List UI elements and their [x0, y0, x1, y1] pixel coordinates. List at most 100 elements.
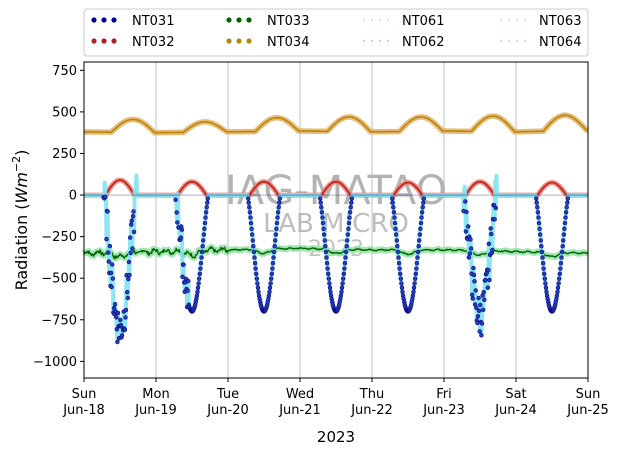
nt031-points-point [199, 249, 205, 255]
nt031-points-point [559, 255, 564, 260]
x-tick-label-date: Jun-24 [494, 403, 537, 418]
nt031-points-point [115, 310, 121, 316]
x-tick-label-day: Tue [216, 387, 239, 402]
nt031-points-point [563, 215, 568, 220]
nt031-points-point [390, 200, 395, 205]
nt031-points-point [342, 266, 347, 271]
nt031-points-point [269, 276, 274, 281]
nt031-points-point [124, 290, 130, 295]
legend-label: NT031 [132, 14, 174, 29]
nt031-points-point [539, 244, 544, 249]
nt031-points-point [274, 220, 280, 226]
nt031-points-point [320, 215, 325, 220]
nt031-points-point [392, 220, 398, 226]
nt031-points-point [481, 307, 486, 312]
nt031-points-point [339, 289, 344, 295]
nt031-points-point [392, 215, 397, 220]
nt031-points-point [123, 307, 129, 313]
nt031-points-point [179, 227, 185, 232]
nt031-points-point [320, 220, 326, 226]
nt031-points-point [339, 285, 345, 290]
nt031-points-point [485, 285, 490, 290]
y-tick-label: −750 [41, 313, 77, 328]
nt031-points-point [558, 266, 563, 271]
nt031-points-point [271, 255, 276, 260]
nt031-points-point [321, 226, 326, 232]
nt031-points-point [198, 266, 203, 271]
nt031-points-point [338, 293, 344, 298]
legend-item-nt061: NT061 [362, 14, 444, 29]
nt031-points-point [543, 285, 549, 290]
nt031-points-point [414, 261, 420, 266]
nt031-points-point [398, 271, 403, 276]
nt031-points-point [327, 285, 333, 290]
nt031-points-point [106, 259, 112, 264]
x-tick-label-day: Wed [286, 387, 314, 402]
nt031-points-point [394, 238, 399, 243]
nt031-points-point [483, 278, 488, 283]
nt031-points-point [115, 339, 120, 345]
legend-item-nt031: NT031 [91, 14, 174, 29]
nt031-points-point [564, 205, 569, 210]
nt031-points-point [126, 276, 131, 282]
nt031-points-point [478, 302, 483, 308]
nt031-points-point [347, 215, 352, 220]
nt031-points-point [560, 238, 566, 243]
nt031-points-point [476, 308, 482, 313]
nt031-points-point [463, 199, 468, 204]
nt031-points-point [108, 270, 114, 276]
nt031-points-point [542, 276, 547, 281]
legend-marker [515, 18, 519, 22]
nt031-points-point [109, 284, 114, 290]
nt031-points-point [318, 200, 323, 205]
nt031-points-point [131, 209, 136, 214]
nt031-points-point [541, 266, 546, 271]
nt031-points-point [326, 271, 331, 276]
nt031-points-point [481, 290, 486, 295]
nt031-points-point [474, 305, 479, 310]
nt031-points-point [327, 281, 332, 286]
nt031-points-point [111, 305, 117, 311]
legend-marker [111, 17, 117, 23]
x-tick-label-day: Mon [142, 387, 169, 402]
nt031-points-point [556, 276, 562, 281]
nt031-points-point [246, 196, 251, 201]
nt031-points-point [275, 215, 280, 220]
nt031-points-point [468, 237, 473, 242]
nt031-points-point [114, 315, 119, 320]
nt031-points-point [541, 271, 547, 276]
nt031-points-point [341, 276, 346, 281]
y-tick-label: −500 [41, 272, 77, 287]
nt031-points-point [194, 293, 200, 298]
nt031-points-point [560, 244, 565, 249]
nt031-points-point [555, 285, 561, 290]
nt031-points-point [543, 281, 548, 286]
legend-item-nt063: NT063 [499, 14, 581, 29]
nt031-points-point [411, 285, 417, 290]
nt031-points-point [342, 261, 348, 266]
legend-item-nt062: NT062 [362, 35, 444, 50]
nt031-points-point [178, 235, 184, 240]
nt031-points-point [487, 277, 492, 283]
legend-frame [83, 8, 589, 57]
nt031-points-point [126, 259, 132, 265]
legend-marker [91, 38, 97, 44]
nt031-points-point [472, 279, 477, 284]
legend-label: NT063 [539, 14, 581, 29]
nt031-points-point [252, 255, 257, 260]
nt031-points [101, 194, 570, 345]
y-tick-label: 750 [52, 64, 77, 79]
legend-marker [362, 18, 366, 22]
legend-marker [246, 38, 252, 44]
nt031-points-point [468, 246, 474, 251]
nt031-points-point [318, 196, 323, 201]
x-tick-label-day: Sun [72, 387, 97, 402]
legend-marker [386, 39, 390, 43]
nt031-points-point [395, 244, 400, 249]
nt031-points-point [341, 271, 346, 276]
nt031-points-point [492, 217, 497, 222]
nt031-points-point [247, 210, 253, 215]
watermark-line-1: IAG-MATAO [225, 168, 447, 214]
nt031-points-point [344, 244, 349, 249]
legend-marker [386, 18, 390, 22]
